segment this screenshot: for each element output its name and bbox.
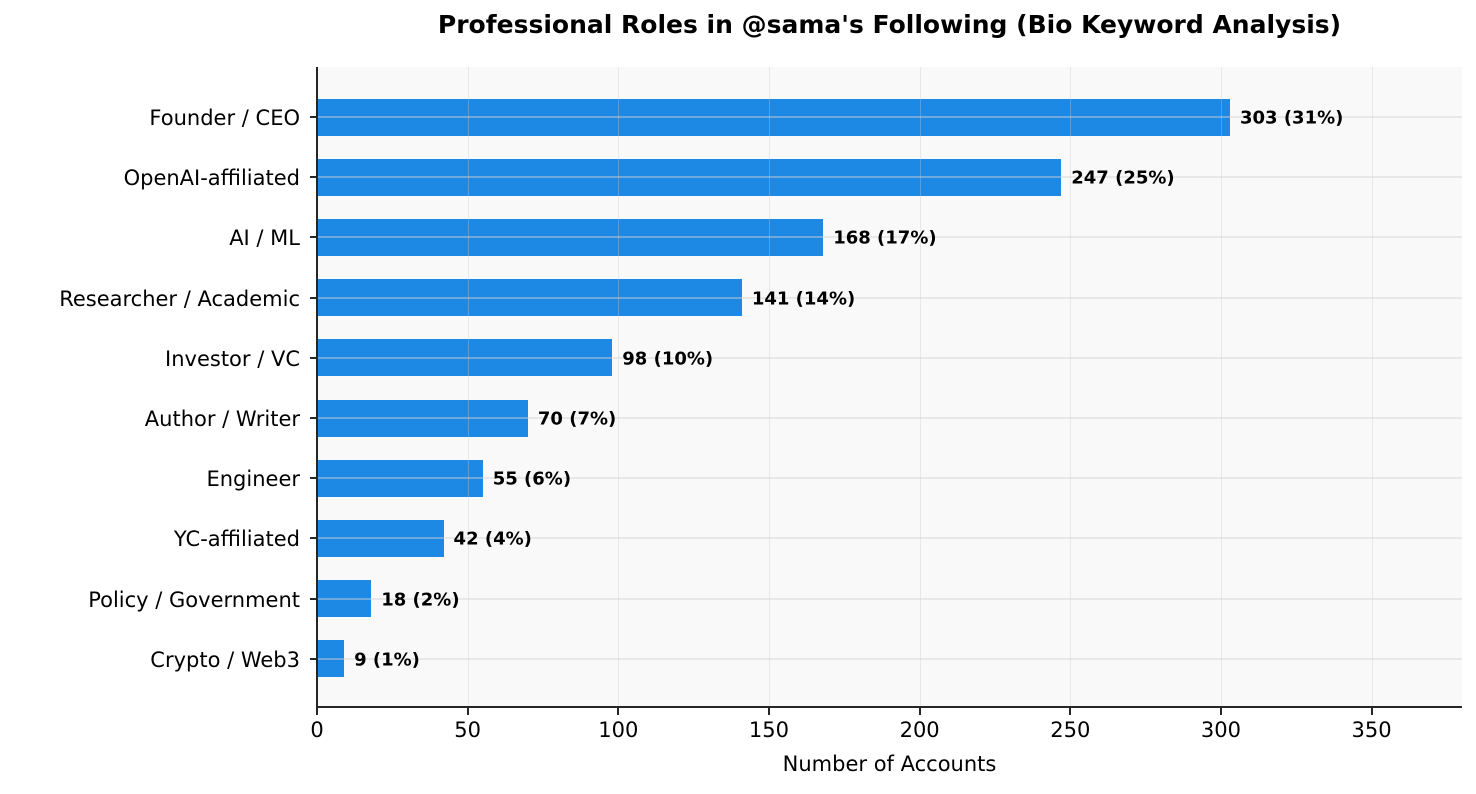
bar-value-label: 18 (2%) <box>381 589 460 611</box>
gridline-horizontal <box>317 657 1462 660</box>
y-tick-label: OpenAI-affiliated <box>123 166 300 191</box>
bar-value-label: 55 (6%) <box>492 468 572 490</box>
gridline-vertical <box>467 67 469 707</box>
bar <box>317 98 1230 136</box>
y-tick <box>310 537 317 540</box>
bar-value-label: 70 (7%) <box>537 408 617 430</box>
x-tick <box>617 708 620 715</box>
x-axis-spine <box>316 706 1462 708</box>
bar <box>317 279 742 317</box>
y-tick <box>310 356 317 359</box>
bar-value-label: 42 (4%) <box>453 528 532 550</box>
x-tick <box>1370 708 1373 715</box>
bar <box>317 158 1062 196</box>
y-tick <box>310 116 317 118</box>
y-tick-label: Author / Writer <box>144 407 300 431</box>
x-tick-label: 100 <box>598 718 639 742</box>
chart-title: Professional Roles in @sama's Following … <box>437 10 1342 39</box>
y-tick-label: Founder / CEO <box>149 106 300 130</box>
x-tick <box>918 708 921 715</box>
x-tick <box>1069 708 1072 715</box>
gridline-horizontal <box>317 417 1462 419</box>
x-tick <box>767 708 770 715</box>
bar-value-label: 98 (10%) <box>622 348 714 370</box>
gridline-vertical <box>618 67 620 707</box>
plot-area: 303 (31%) 247 (25%) 168 (17%) 141 (14%) 98 (… <box>317 67 1462 707</box>
x-tick-label: 0 <box>310 718 324 742</box>
gridline-horizontal <box>317 176 1462 179</box>
gridline-horizontal <box>317 296 1462 299</box>
gridline-vertical <box>919 67 921 707</box>
x-tick-label: 50 <box>454 718 482 742</box>
x-tick-label: 300 <box>1200 718 1241 742</box>
bar <box>317 399 528 437</box>
gridline-vertical <box>1070 67 1072 707</box>
gridline-horizontal <box>317 356 1462 359</box>
y-tick-label: Crypto / Web3 <box>150 647 300 672</box>
gridline-horizontal <box>317 236 1462 239</box>
x-axis-label: Number of Accounts <box>782 752 997 776</box>
y-tick <box>310 477 317 480</box>
bar-value-label: 247 (25%) <box>1071 167 1175 189</box>
bar <box>317 218 824 256</box>
x-tick <box>466 708 469 715</box>
gridline-horizontal <box>317 477 1462 480</box>
bar-value-label: 303 (31%) <box>1239 107 1344 129</box>
bar-value-label: 9 (1%) <box>354 649 420 671</box>
gridline-vertical <box>1220 67 1222 707</box>
x-tick-label: 200 <box>899 718 940 742</box>
x-tick-label: 150 <box>748 718 790 742</box>
x-tick-label: 250 <box>1050 718 1091 742</box>
x-tick-label: 350 <box>1351 718 1392 742</box>
x-tick <box>1219 708 1222 715</box>
bar <box>317 580 372 618</box>
bar-value-label: 168 (17%) <box>833 227 937 249</box>
gridline-horizontal <box>317 537 1462 540</box>
y-tick-label: Engineer <box>206 467 300 492</box>
y-tick <box>310 417 317 419</box>
x-tick <box>316 708 318 715</box>
y-tick <box>310 597 317 600</box>
bar-value-label: 141 (14%) <box>751 288 856 310</box>
bar <box>317 459 483 497</box>
y-tick-label: AI / ML <box>229 226 300 251</box>
y-axis-spine <box>316 67 318 709</box>
gridline-vertical <box>768 67 770 707</box>
y-tick <box>310 236 317 239</box>
gridline-vertical <box>1371 67 1373 707</box>
y-tick-label: YC-affiliated <box>173 527 300 552</box>
y-tick <box>310 657 317 660</box>
gridline-horizontal <box>317 116 1462 118</box>
y-tick-label: Researcher / Academic <box>59 286 300 311</box>
bar <box>317 640 345 678</box>
y-tick <box>310 176 317 179</box>
y-tick-label: Investor / VC <box>165 346 300 371</box>
bar <box>317 339 613 377</box>
y-tick-label: Policy / Government <box>88 587 300 612</box>
y-tick <box>310 296 317 299</box>
bar <box>317 519 444 557</box>
gridline-horizontal <box>317 597 1462 600</box>
